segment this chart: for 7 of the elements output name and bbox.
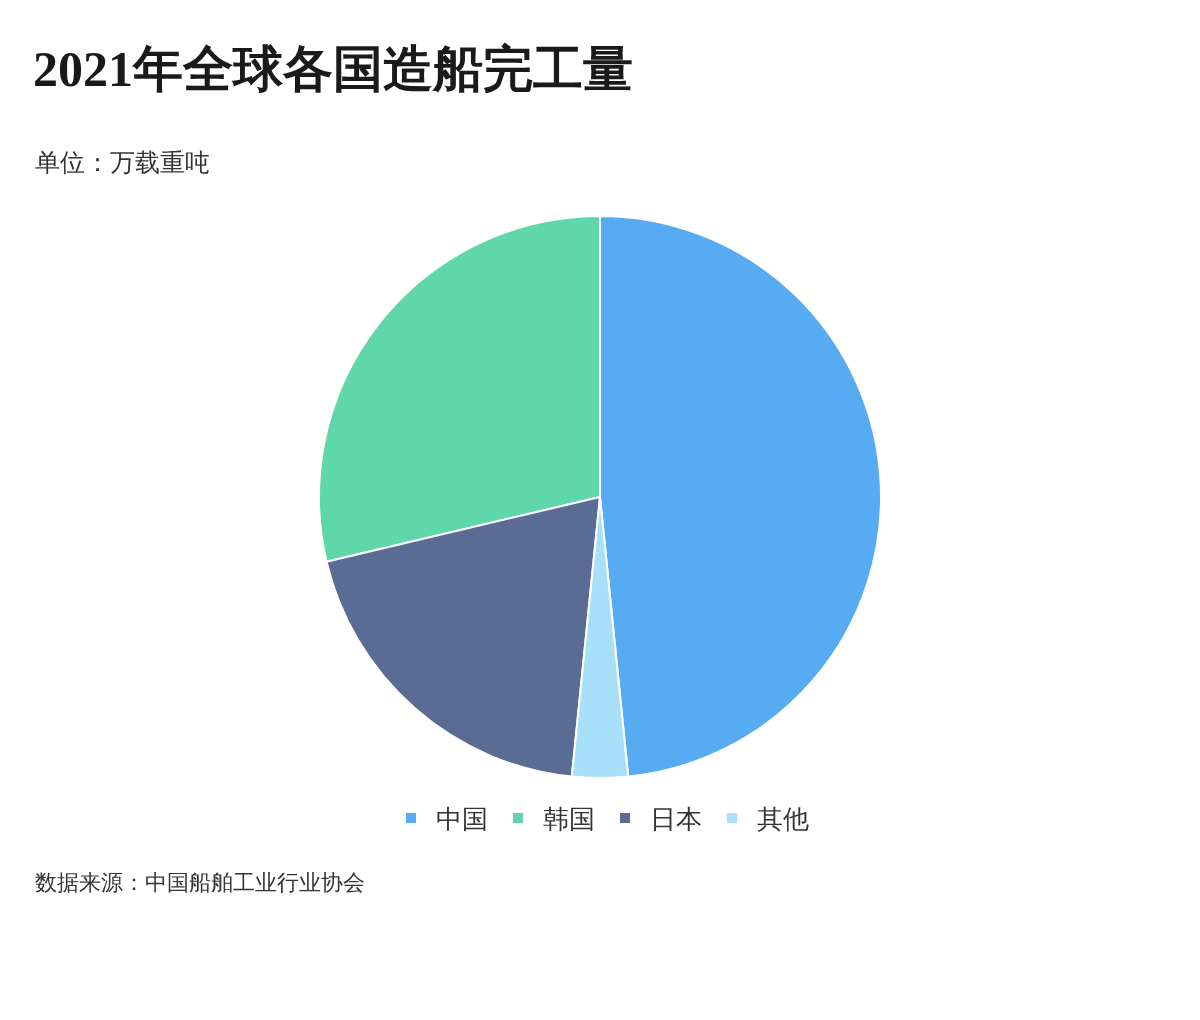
source-note: 数据来源：中国船舶工业行业协会 <box>35 870 365 895</box>
legend-label: 日本 <box>650 805 702 835</box>
legend-label: 中国 <box>436 805 488 835</box>
chart-subtitle: 单位：万载重吨 <box>35 149 210 176</box>
legend-label: 其他 <box>757 805 809 835</box>
chart-title: 2021年全球各国造船完工量 <box>33 40 633 97</box>
legend-label: 韩国 <box>543 805 595 835</box>
